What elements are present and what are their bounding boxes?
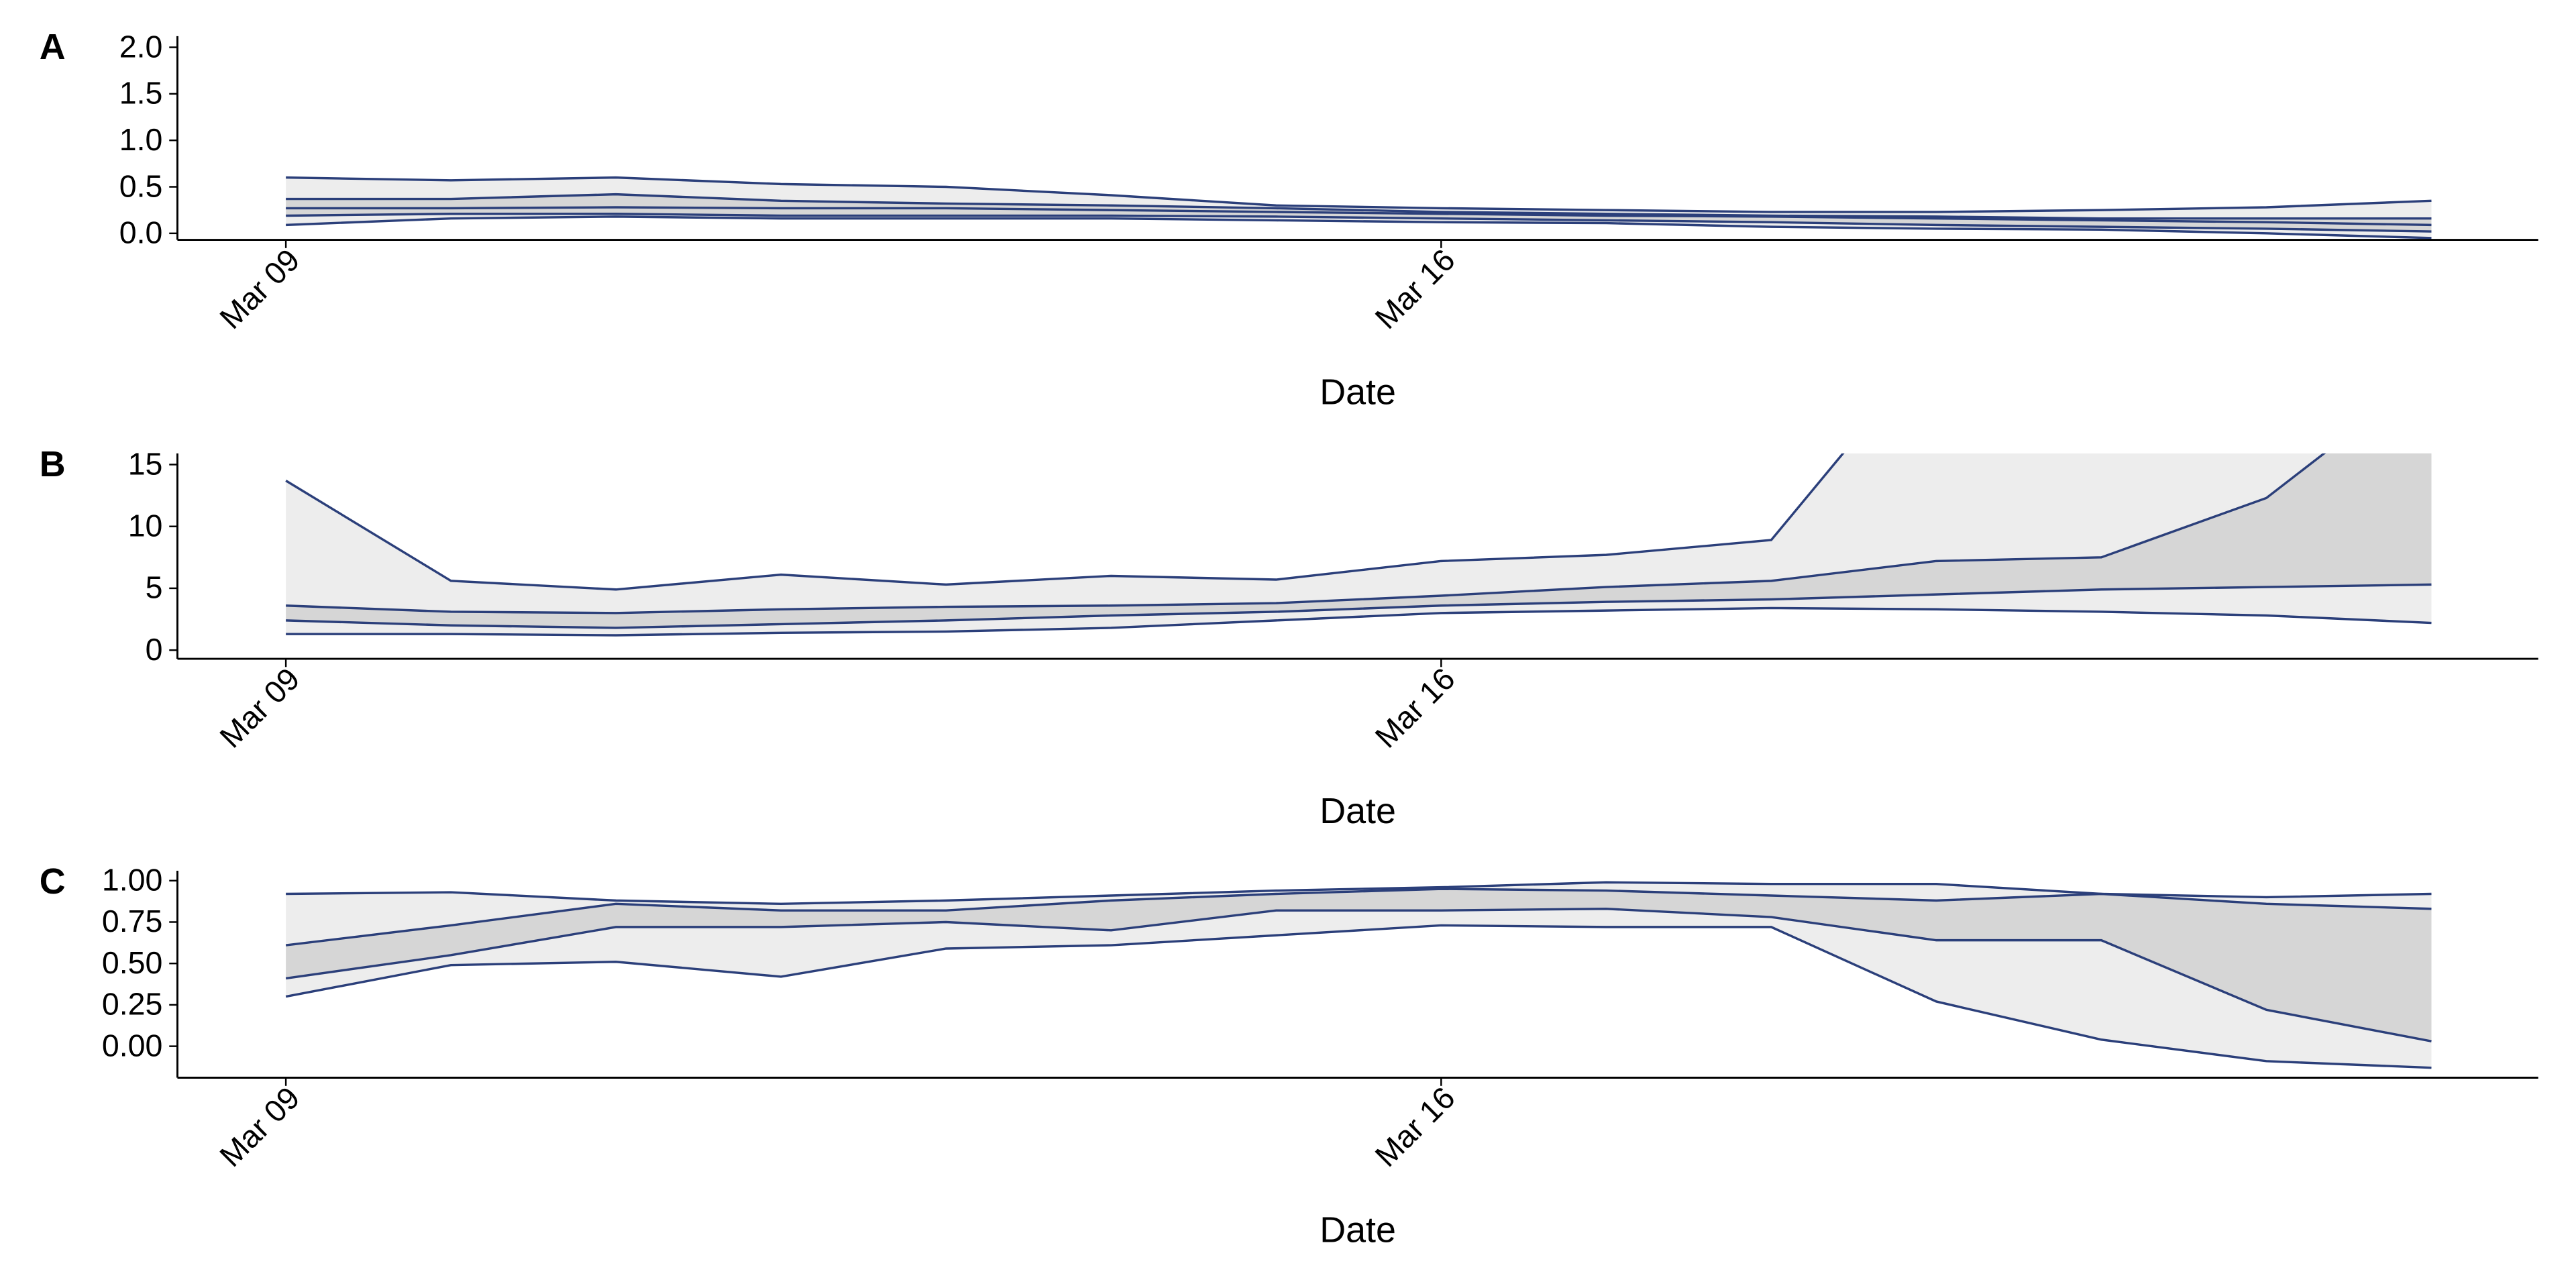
y-tick-label: 15 [128,446,163,481]
x-axis-title: Date [1320,791,1396,831]
y-tick-label: 1.00 [102,863,163,898]
y-tick-label: 1.0 [119,122,163,157]
plot-area [285,453,2432,637]
panel: C 0.00 0.25 0.50 0.75 1.00 Mar 09 Mar 16 Date [40,861,2538,1250]
y-tick-label: 0.50 [102,945,163,980]
y-tick-label: 5 [146,570,163,605]
y-tick-label: 2.0 [119,29,163,64]
series-line [285,888,2432,947]
x-tick-label: Mar 09 [213,1080,306,1173]
series-line [286,606,2432,637]
y-tick-label: 1.5 [119,76,163,111]
interval-band [286,889,2432,1042]
x-axis-title: Date [1320,372,1396,412]
panel-label: C [40,861,66,902]
x-tick-label: Mar 09 [213,661,306,755]
series-line [285,908,2432,1042]
y-tick-label: 0.00 [102,1028,163,1063]
y-tick-label: 0.5 [119,168,163,203]
y-tick-label: 0 [146,632,163,667]
series-line [286,881,2432,906]
panel-label: B [40,444,66,484]
x-tick-label: Mar 16 [1368,242,1462,335]
series-line [286,583,2432,629]
plot-area [286,176,2432,239]
series-line [285,453,1845,591]
x-tick-label: Mar 09 [213,242,306,335]
series-line [286,213,2432,233]
panel: B 0 5 10 15 Mar 09 Mar 16 Date [40,444,2538,831]
y-tick-label: 0.0 [119,215,163,250]
x-tick-label: Mar 16 [1368,661,1462,755]
panel: A 0.0 0.5 1.0 1.5 2.0 Mar 09 Mar 16 Date [40,27,2538,412]
series-line [286,206,2432,227]
x-tick-label: Mar 16 [1368,1080,1462,1173]
series-line [286,176,2432,213]
interval-band [286,453,2432,628]
y-tick-label: 10 [128,508,163,543]
series-line [286,193,2432,220]
series-line [286,215,2432,239]
plot-area [285,881,2432,1069]
series-line [285,924,2432,1069]
y-tick-label: 0.25 [102,987,163,1022]
panel-label: A [40,27,66,67]
y-tick-label: 0.75 [102,904,163,938]
x-axis-title: Date [1320,1210,1396,1250]
series-line [286,453,2326,614]
